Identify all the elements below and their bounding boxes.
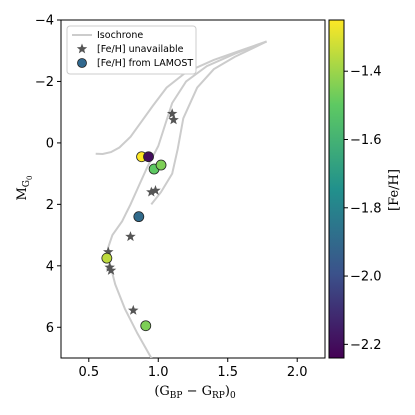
x-tick-label: 1.5: [217, 365, 238, 380]
y-tick-label: −4: [35, 14, 54, 29]
lamost-marker: [133, 211, 145, 223]
x-tick-label: 2.0: [287, 365, 308, 380]
colorbar-tick-label: −1.8: [350, 201, 382, 216]
legend-isochrone-label: Isochrone: [97, 30, 143, 41]
y-tick-label: 2: [46, 198, 54, 213]
isochrone-curve: [150, 40, 268, 206]
star-marker: [146, 186, 157, 197]
y-tick-label: 6: [46, 321, 54, 336]
legend-lamost-label: [Fe/H] from LAMOST: [97, 58, 193, 69]
series-lamost: [101, 151, 167, 332]
legend-unavailable-label: [Fe/H] unavailable: [97, 44, 184, 55]
colorbar-tick-label: −1.6: [350, 133, 382, 148]
legend-frame: [66, 25, 197, 75]
legend-unavailable-marker: [76, 43, 88, 54]
x-axis-label: (GBP − GRP)0: [154, 384, 236, 401]
lamost-marker: [101, 252, 113, 264]
lamost-marker: [143, 151, 154, 163]
star-marker: [150, 185, 161, 195]
colorbar-tick-label: −1.4: [350, 65, 382, 80]
colorbar-gradient: [328, 19, 345, 359]
y-tick-label: 0: [46, 136, 54, 151]
isochrone: [95, 40, 268, 358]
colorbar: −1.4 −1.6 −1.8 −2.0 −2.2 [Fe/H]: [328, 19, 402, 359]
star-marker: [128, 304, 139, 315]
lamost-marker: [140, 320, 152, 332]
star-marker: [105, 264, 117, 275]
x-axis: 0.5 1.0 1.5 2.0: [78, 358, 308, 380]
isochrone-curve: [107, 40, 267, 358]
y-tick-label: 4: [46, 259, 54, 274]
colorbar-tick-label: −2.0: [350, 270, 382, 285]
y-axis-label: MG0: [15, 176, 34, 201]
x-tick-label: 0.5: [78, 365, 99, 380]
x-tick-label: 1.0: [148, 365, 169, 380]
star-marker: [104, 261, 115, 272]
y-tick-label: −2: [35, 75, 54, 90]
y-axis: −4 −2 0 2 4 6: [35, 14, 61, 336]
isochrone-curve: [95, 40, 267, 156]
star-marker: [166, 108, 178, 119]
colorbar-tick-label: −2.2: [350, 338, 382, 353]
star-marker: [168, 114, 179, 125]
legend: Isochrone [Fe/H] unavailable [Fe/H] from…: [66, 25, 197, 75]
colorbar-ticks: −1.4 −1.6 −1.8 −2.0 −2.2: [344, 65, 382, 353]
lamost-marker: [155, 159, 167, 171]
star-marker: [125, 231, 136, 242]
series-unavailable: [103, 108, 179, 315]
colorbar-label: [Fe/H]: [387, 169, 402, 211]
star-marker: [103, 246, 114, 257]
plot-area: [60, 19, 326, 359]
legend-lamost-marker: [77, 58, 87, 68]
